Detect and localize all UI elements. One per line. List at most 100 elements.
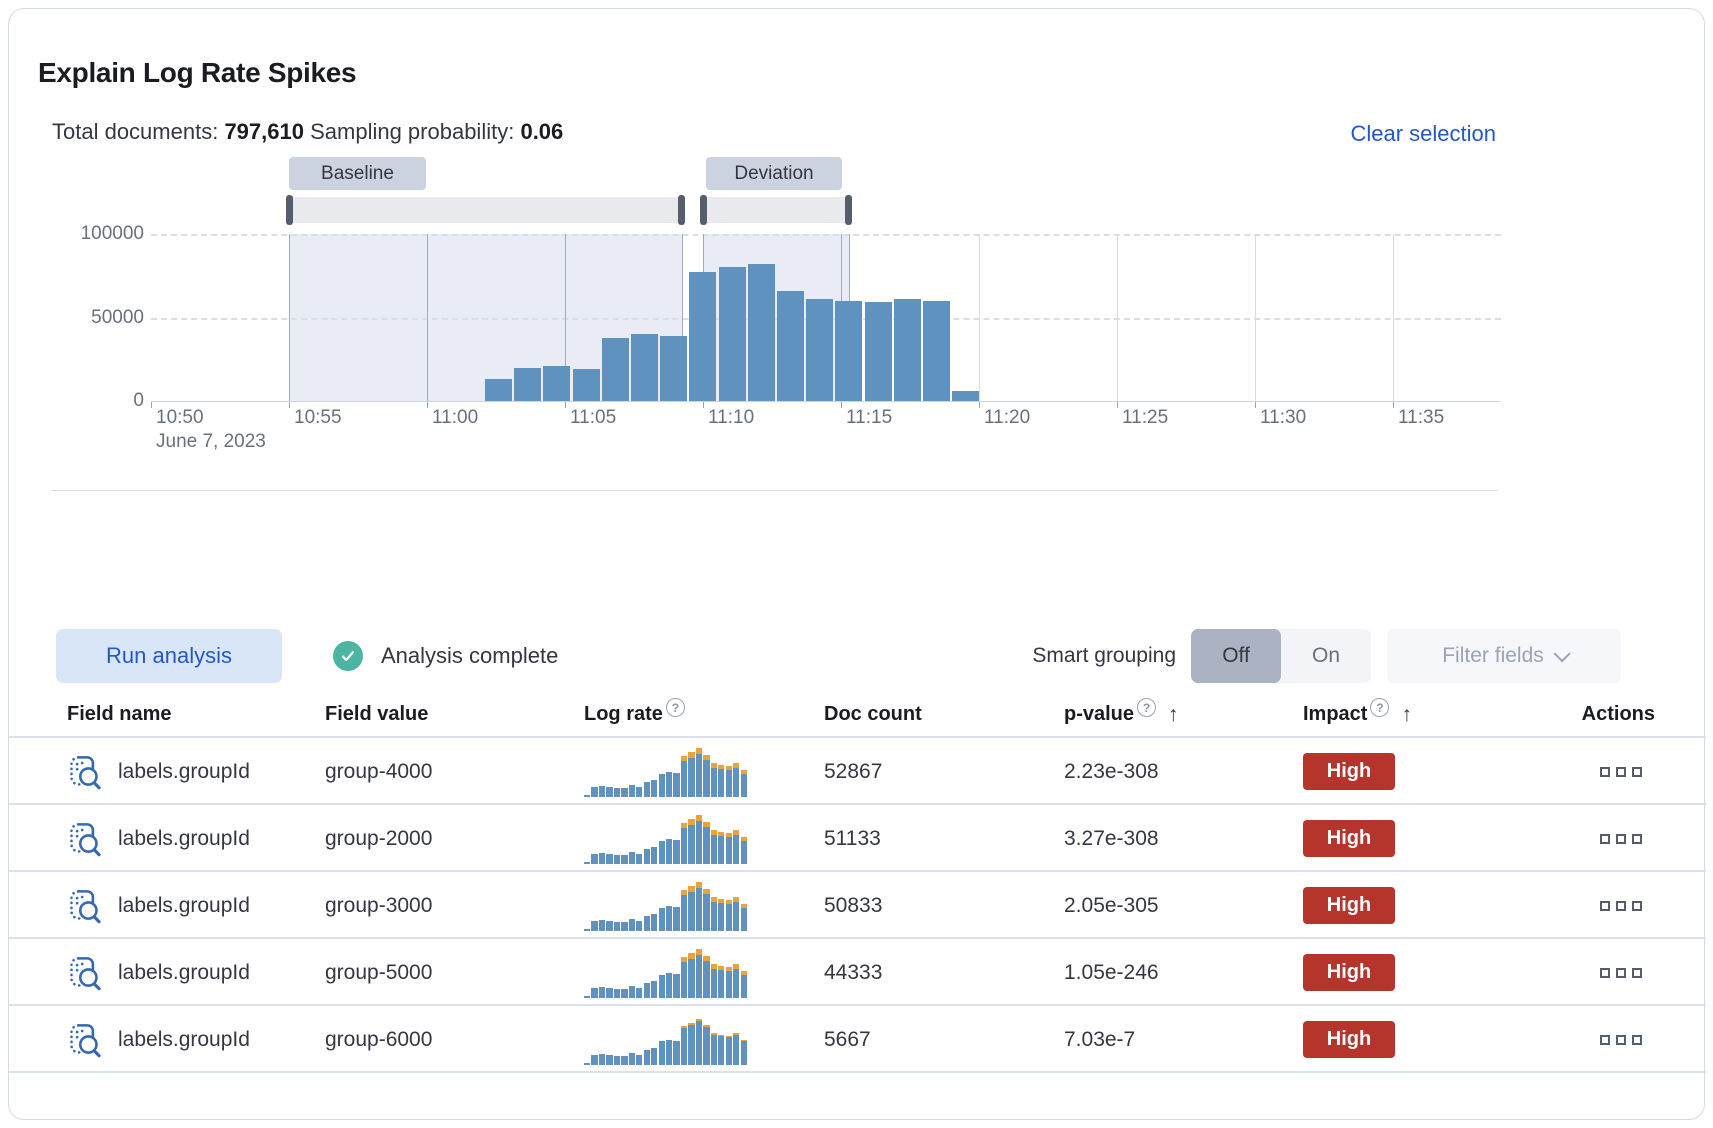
field-icon-cell bbox=[67, 1006, 103, 1073]
sparkline-bar-deviation bbox=[703, 822, 710, 827]
sparkline-bar-deviation bbox=[695, 949, 703, 955]
summary-line: Total documents: 797,610 Sampling probab… bbox=[52, 119, 563, 145]
sparkline-bar-baseline bbox=[621, 1056, 628, 1065]
histogram-bar bbox=[572, 369, 600, 401]
x-axis-tick bbox=[565, 401, 566, 408]
sparkline-bar-baseline bbox=[718, 769, 725, 797]
smart-grouping-on-button[interactable]: On bbox=[1281, 629, 1371, 683]
sparkline-bar-baseline bbox=[628, 785, 635, 797]
help-icon[interactable] bbox=[1137, 698, 1157, 717]
document-count-histogram: 10:50 10:55 11:00 11:05 11:10 11:15 11:20 11:25… bbox=[9, 9, 1706, 479]
x-axis-tick bbox=[151, 401, 152, 408]
log-rate-sparkline bbox=[584, 745, 748, 797]
sparkline-bar-baseline bbox=[680, 1028, 688, 1065]
sparkline-bar-baseline bbox=[688, 825, 695, 864]
sparkline-bar-baseline bbox=[643, 1050, 650, 1065]
x-axis-line bbox=[151, 401, 1501, 402]
selection-edge-line bbox=[682, 234, 683, 401]
impact-badge: High bbox=[1303, 954, 1395, 991]
sparkline-bar-baseline bbox=[636, 988, 643, 998]
x-axis-tick bbox=[703, 401, 704, 408]
x-axis-tick bbox=[289, 401, 290, 408]
sparkline-bar-baseline bbox=[591, 854, 598, 864]
run-analysis-button[interactable]: Run analysis bbox=[56, 629, 282, 683]
help-icon[interactable] bbox=[1370, 698, 1390, 717]
action-square bbox=[1632, 967, 1642, 978]
sparkline-bar-baseline bbox=[695, 1021, 703, 1065]
field-icon-cell bbox=[67, 939, 103, 1006]
filter-fields-button[interactable]: Filter fields bbox=[1387, 629, 1621, 683]
sparkline-bar-baseline bbox=[651, 780, 658, 797]
smart-grouping-off-button[interactable]: Off bbox=[1191, 629, 1281, 683]
sparkline-bar-deviation bbox=[695, 815, 703, 821]
sparkline-bar-baseline bbox=[658, 774, 665, 797]
column-header-log-rate[interactable]: Log rate bbox=[584, 691, 685, 738]
baseline-brush-track[interactable] bbox=[289, 197, 682, 223]
sparkline-bar-deviation bbox=[703, 755, 710, 760]
sparkline-bar-baseline bbox=[710, 768, 717, 797]
sparkline-bar-baseline bbox=[695, 888, 703, 931]
column-header-p-value[interactable]: p-value bbox=[1064, 691, 1179, 738]
row-actions-icon[interactable] bbox=[1600, 872, 1642, 939]
sparkline-bar-baseline bbox=[636, 854, 643, 864]
histogram-bar bbox=[864, 302, 892, 401]
vertical-gridline bbox=[979, 234, 980, 401]
sparkline-bar-baseline bbox=[703, 827, 710, 864]
p-value-cell: 2.05e-305 bbox=[1064, 893, 1159, 917]
sparkline-bar-baseline bbox=[591, 787, 598, 797]
clear-selection-link[interactable]: Clear selection bbox=[1350, 121, 1496, 146]
sparkline-bar-baseline bbox=[598, 987, 606, 998]
vertical-gridline bbox=[1255, 234, 1256, 401]
sparkline-bar-baseline bbox=[591, 1055, 598, 1065]
sparkline-bar-baseline bbox=[598, 1054, 606, 1065]
sparkline-bar-baseline bbox=[733, 1035, 740, 1065]
column-header-impact[interactable]: Impact bbox=[1303, 691, 1412, 738]
log-rate-sparkline bbox=[584, 879, 748, 931]
y-axis-label: 100000 bbox=[80, 223, 144, 244]
field-search-icon bbox=[70, 1023, 101, 1057]
sparkline-bar-deviation bbox=[703, 889, 710, 894]
help-icon[interactable] bbox=[665, 698, 685, 717]
histogram-bar bbox=[893, 299, 921, 401]
sparkline-bar-baseline bbox=[718, 903, 725, 931]
sparkline-bar-baseline bbox=[695, 754, 703, 797]
doc-count-cell: 51133 bbox=[824, 826, 881, 850]
gridline-100000 bbox=[151, 234, 1501, 236]
field-search-icon bbox=[70, 889, 101, 923]
doc-count-cell: 52867 bbox=[824, 759, 883, 783]
row-actions-icon[interactable] bbox=[1600, 939, 1642, 1006]
baseline-brush-left-handle[interactable] bbox=[286, 195, 293, 225]
sparkline-bar-deviation bbox=[680, 756, 688, 761]
p-value-cell: 2.23e-308 bbox=[1064, 759, 1159, 783]
row-actions-icon[interactable] bbox=[1600, 805, 1642, 872]
field-value-cell: group-6000 bbox=[325, 1027, 433, 1051]
x-axis-tick bbox=[979, 401, 980, 408]
sparkline-bar-baseline bbox=[710, 1035, 717, 1065]
histogram-bar bbox=[601, 338, 629, 401]
row-actions-icon[interactable] bbox=[1600, 1006, 1642, 1073]
deviation-brush-track[interactable] bbox=[703, 197, 849, 223]
sparkline-bar-baseline bbox=[628, 1053, 635, 1065]
sparkline-bar-deviation bbox=[688, 752, 695, 758]
sparkline-bar-baseline bbox=[666, 973, 673, 998]
deviation-brush-right-handle[interactable] bbox=[845, 195, 852, 225]
sparkline-bar-deviation bbox=[703, 956, 710, 961]
sparkline-bar-baseline bbox=[710, 902, 717, 931]
sparkline-bar-baseline bbox=[628, 919, 635, 931]
sparkline-bar-baseline bbox=[666, 839, 673, 864]
sparkline-bar-deviation bbox=[680, 957, 688, 962]
baseline-brush-right-handle[interactable] bbox=[678, 195, 685, 225]
sparkline-bar-deviation bbox=[718, 899, 725, 903]
column-header-doc-count[interactable]: Doc count bbox=[824, 703, 922, 725]
vertical-gridline bbox=[427, 234, 428, 401]
row-actions-icon[interactable] bbox=[1600, 738, 1642, 805]
action-square bbox=[1600, 1034, 1610, 1045]
column-header-field-name[interactable]: Field name bbox=[67, 703, 172, 725]
field-name-cell: labels.groupId bbox=[118, 759, 250, 783]
explain-log-rate-spikes-panel: Explain Log Rate Spikes Total documents:… bbox=[8, 8, 1706, 1120]
action-square bbox=[1616, 766, 1626, 777]
field-search-icon bbox=[70, 822, 101, 856]
deviation-brush-left-handle[interactable] bbox=[700, 195, 707, 225]
sparkline-bar-deviation bbox=[710, 964, 717, 969]
column-header-field-value[interactable]: Field value bbox=[325, 703, 429, 725]
